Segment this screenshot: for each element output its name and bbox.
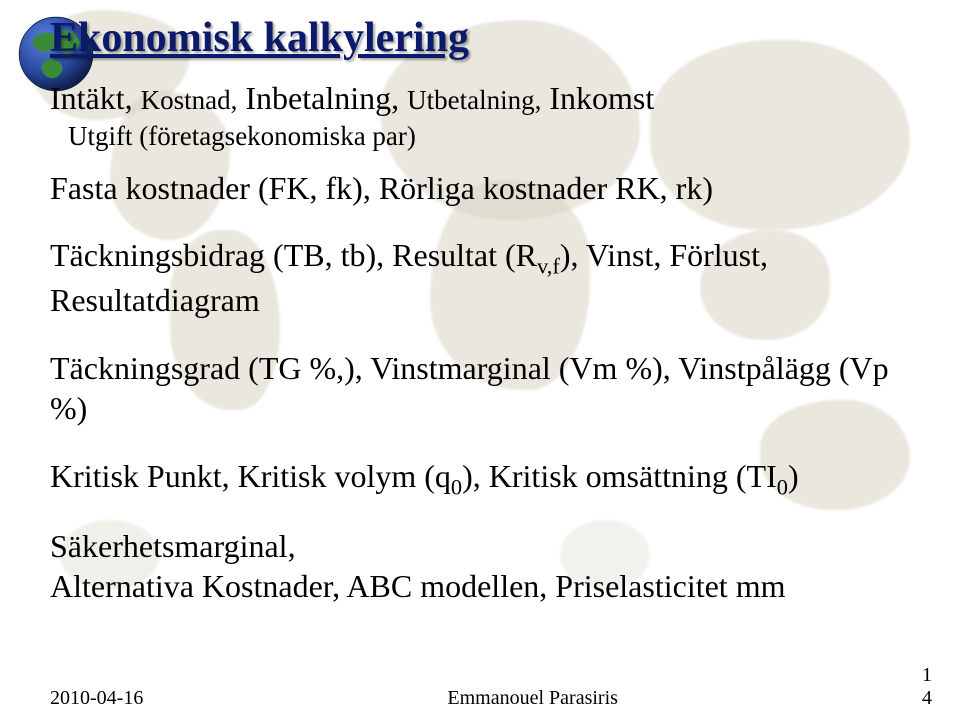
footer-date: 2010-04-16: [50, 687, 143, 710]
contribution-result-line: Täckningsbidrag (TB, tb), Resultat (Rv,f…: [50, 235, 920, 320]
margins-line: Täckningsgrad (TG %,), Vinstmarginal (Vm…: [50, 348, 920, 428]
subscript: v,f: [537, 253, 560, 278]
safety-margin-line-a: Säkerhetsmarginal,: [50, 526, 920, 566]
term-intakt: Intäkt: [50, 80, 125, 116]
slide: Ekonomisk kalkylering Intäkt, Kostnad, I…: [0, 0, 960, 720]
footer-author: Emmanouel Parasiris: [143, 687, 922, 710]
footer-page-numbers: 1 4: [922, 664, 932, 710]
text: Täckningsbidrag (TB, tb), Resultat (R: [50, 237, 537, 273]
page-number-top: 1: [922, 664, 932, 687]
terms-line-2: Utgift (företagsekonomiska par): [68, 121, 920, 152]
sep: ,: [125, 80, 141, 116]
critical-point-line: Kritisk Punkt, Kritisk volym (q0), Kriti…: [50, 456, 920, 501]
subscript: 0: [777, 475, 788, 500]
text: ), Kritisk omsättning (TI: [462, 458, 777, 494]
slide-title: Ekonomisk kalkylering: [50, 14, 920, 62]
text: Kritisk Punkt, Kritisk volym (q: [50, 458, 451, 494]
safety-margin-line-b: Alternativa Kostnader, ABC modellen, Pri…: [50, 568, 920, 605]
fixed-variable-costs: Fasta kostnader (FK, fk), Rörliga kostna…: [50, 170, 920, 207]
term-utbetalning: Utbetalning,: [407, 85, 541, 115]
term-kostnad: Kostnad,: [141, 85, 238, 115]
term-inbetalning: Inbetalning: [245, 80, 391, 116]
sep: ,: [391, 80, 407, 116]
terms-line-1: Intäkt, Kostnad, Inbetalning, Utbetalnin…: [50, 80, 920, 117]
term-inkomst: Inkomst: [549, 80, 654, 116]
slide-footer: 2010-04-16 Emmanouel Parasiris 1 4: [0, 664, 960, 710]
page-number-bottom: 4: [922, 687, 932, 710]
text: ): [788, 458, 799, 494]
slide-content: Ekonomisk kalkylering Intäkt, Kostnad, I…: [0, 0, 960, 605]
subscript: 0: [451, 475, 462, 500]
